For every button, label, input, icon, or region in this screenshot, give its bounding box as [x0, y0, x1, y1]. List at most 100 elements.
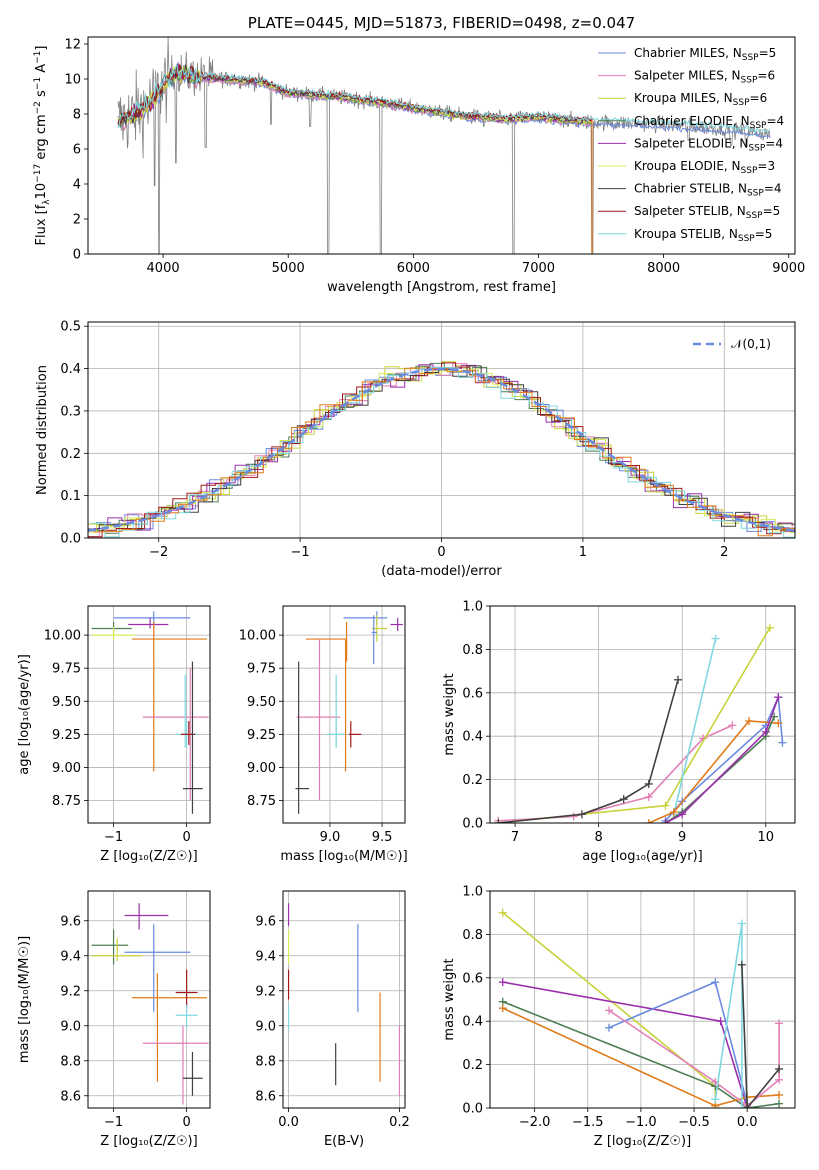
y-label-part: A — [34, 64, 49, 77]
legend-text: Kroupa ELODIE, N — [634, 159, 741, 173]
y-tick-label: 9.2 — [255, 984, 276, 999]
plot-area-mass-vs-EBV — [287, 903, 401, 1096]
plot-area-residuals — [88, 361, 795, 538]
plot-area-age-vs-Z — [91, 611, 209, 814]
y-tick-label: 10.00 — [239, 629, 276, 644]
x-tick-label: 4000 — [147, 261, 180, 276]
y-label-part: 10 — [34, 183, 49, 200]
x-tick-label: 8 — [594, 830, 602, 845]
mass-weight-line — [673, 638, 717, 815]
legend-sub: SSP — [741, 76, 758, 86]
legend-sub: SSP — [741, 166, 758, 176]
y-tick-label: 0.0 — [60, 532, 81, 547]
axes-mass-vs-Z: −1 0 8.6 8.8 9.0 9.2 9.4 9.6 Z [log₁₀(Z/Z☉)] mass… — [17, 890, 211, 1149]
mass-weight-line — [648, 720, 779, 823]
y-tick-label: 9.00 — [52, 761, 81, 776]
plot-area-massweight-vs-Z — [498, 908, 784, 1108]
axes-frame — [87, 605, 211, 824]
legend-text: Salpeter MILES, N — [634, 69, 741, 83]
mass-weight-line — [665, 696, 780, 823]
legend-entry: Chabrier STELIB, NSSP=4 — [634, 182, 782, 199]
spectrum-model-line — [117, 70, 771, 139]
x-axis-label: Z [log₁₀(Z/Z☉)] — [100, 1134, 197, 1149]
y-tick-label: 12 — [64, 38, 81, 53]
y-axis-label: mass [log₁₀(M/M☉)] — [17, 936, 32, 1063]
x-tick-label: 7 — [511, 830, 519, 845]
x-tick-label: 8000 — [647, 261, 680, 276]
legend-sub: SSP — [733, 98, 750, 108]
axes-frame — [282, 890, 406, 1109]
histogram-series — [93, 367, 795, 537]
x-axis-label: Z [log₁₀(Z/Z☉)] — [594, 1134, 691, 1149]
legend-entry: Chabrier MILES, NSSP=5 — [634, 46, 776, 63]
y-tick-label: 2 — [73, 213, 81, 228]
y-tick-label: 8 — [73, 108, 81, 123]
y-label-part: ] — [34, 46, 49, 51]
x-axis-label: mass [log₁₀(M/M☉)] — [280, 849, 407, 864]
y-axis-label: age [log₁₀(age/yr)] — [17, 654, 32, 775]
axes-frame — [489, 890, 796, 1109]
legend-entry: 𝒩(0,1) — [731, 337, 771, 351]
plot-area-spectrum — [117, 37, 771, 254]
legend-tail: =4 — [766, 114, 784, 128]
legend-sub: SSP — [747, 189, 764, 199]
x-tick-label: −1.0 — [625, 1115, 657, 1130]
legend-tail: =4 — [764, 182, 782, 196]
y-tick-label: 8.75 — [247, 794, 276, 809]
y-tick-label: 10.00 — [44, 629, 81, 644]
axes-massweight-vs-Z: −2.0 −1.5 −1.0 −0.5 0.0 0.0 0.2 0.4 0.6 0.8 1.0 Z [… — [442, 885, 796, 1149]
y-label-part: Flux [f — [34, 204, 49, 245]
legend-sub: SSP — [748, 143, 765, 153]
y-tick-label: 0.8 — [462, 643, 483, 658]
y-axis-label: mass weight — [442, 673, 457, 755]
x-tick-label: 9 — [678, 830, 686, 845]
legend-tail: =5 — [763, 204, 781, 218]
x-tick-label: 9000 — [772, 261, 805, 276]
y-tick-label: 0.4 — [462, 730, 483, 745]
y-tick-label: 0.0 — [462, 1102, 483, 1117]
y-tick-label: 9.6 — [60, 914, 81, 929]
y-axis-label: Flux [fλ10−17 erg cm−2 s−1 A−1] — [33, 46, 52, 246]
axes-age-vs-mass: 9.0 9.5 8.75 9.00 9.25 9.50 9.75 10.00 mass [log… — [239, 605, 408, 864]
x-axis-label: Z [log₁₀(Z/Z☉)] — [100, 849, 197, 864]
y-tick-label: 9.0 — [60, 1019, 81, 1034]
histogram-series — [88, 362, 795, 538]
y-tick-label: 0.4 — [60, 362, 81, 377]
axes-frame — [87, 36, 796, 255]
legend-text: Salpeter ELODIE, N — [634, 136, 748, 150]
y-label-part: erg cm — [34, 114, 49, 163]
legend-tail: =6 — [757, 69, 775, 83]
y-tick-label: 9.0 — [255, 1019, 276, 1034]
plot-area-mass-vs-Z — [91, 903, 209, 1105]
y-axis-label: mass weight — [442, 958, 457, 1040]
y-label-part: −1 — [33, 77, 43, 90]
axes-frame — [282, 605, 406, 824]
x-axis-label: wavelength [Angstrom, rest frame] — [327, 280, 556, 295]
spectrum-model-line — [117, 62, 771, 134]
legend-entry: Kroupa MILES, NSSP=6 — [634, 91, 767, 108]
axes-residuals: −2 −1 0 1 2 0.0 0.1 0.2 0.3 0.4 0.5 (data-model)/er… — [35, 320, 796, 579]
x-tick-label: 0.0 — [278, 1115, 299, 1130]
axes-massweight-vs-age: 7 8 9 10 0.0 0.2 0.4 0.6 0.8 1.0 age [log₁₀(age/yr… — [442, 600, 796, 864]
y-tick-label: 9.4 — [255, 949, 276, 964]
x-tick-label: 0 — [182, 830, 190, 845]
legend-entry: Kroupa ELODIE, NSSP=3 — [634, 159, 775, 176]
axes-frame — [87, 890, 211, 1109]
legend-sub: SSP — [742, 53, 759, 63]
y-tick-label: 9.00 — [247, 761, 276, 776]
y-tick-label: 8.8 — [60, 1054, 81, 1069]
y-tick-label: 9.75 — [247, 662, 276, 677]
y-tick-label: 9.75 — [52, 662, 81, 677]
y-tick-label: 6 — [73, 143, 81, 158]
y-tick-label: 4 — [73, 178, 81, 193]
y-tick-label: 0.2 — [462, 1058, 483, 1073]
axes-frame — [489, 605, 796, 824]
histogram-series — [88, 365, 795, 531]
x-tick-label: −0.5 — [678, 1115, 710, 1130]
x-tick-label: −1 — [291, 545, 310, 560]
legend-text: Chabrier ELODIE, N — [634, 114, 750, 128]
legend-text: Kroupa STELIB, N — [634, 227, 738, 241]
y-tick-label: 0.8 — [462, 928, 483, 943]
x-tick-label: 0.0 — [737, 1115, 758, 1130]
